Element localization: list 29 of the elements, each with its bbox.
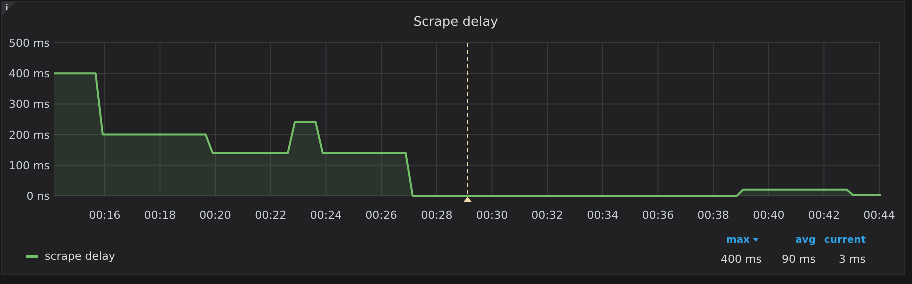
text: current — [824, 235, 866, 246]
x-tick-label: 00:32 — [532, 209, 564, 222]
x-tick-label: 00:36 — [642, 209, 674, 222]
legend-label: scrape delay — [45, 250, 116, 263]
x-tick-label: 00:44 — [864, 209, 896, 222]
y-tick-label: 200 ms — [9, 128, 50, 142]
text: 400 ms — [721, 253, 762, 266]
x-tick-label: 00:24 — [310, 209, 342, 222]
x-tick-label: 00:20 — [200, 209, 232, 222]
x-tick-label: 00:18 — [144, 209, 176, 222]
x-tick-label: 00:28 — [421, 209, 453, 222]
chart-title: Scrape delay — [414, 15, 499, 30]
x-tick-label: 00:34 — [587, 209, 619, 222]
x-tick-label: 00:26 — [366, 209, 398, 222]
text: 90 ms — [782, 253, 816, 266]
x-tick-label: 00:38 — [698, 209, 730, 222]
text: max — [726, 235, 751, 246]
text: avg — [796, 235, 816, 246]
y-tick-label: 0 ns — [26, 190, 50, 203]
x-tick-label: 00:22 — [255, 209, 287, 222]
y-tick-label: 400 ms — [9, 68, 50, 81]
y-tick-label: 100 ms — [9, 159, 50, 172]
text: 3 ms — [839, 253, 866, 266]
x-tick-label: 00:40 — [753, 209, 785, 222]
x-tick-label: 00:30 — [476, 209, 508, 222]
y-tick-label: 300 ms — [9, 98, 50, 112]
x-tick-label: 00:16 — [89, 209, 121, 222]
x-tick-label: 00:42 — [808, 209, 840, 222]
y-tick-label: 500 ms — [9, 37, 50, 50]
